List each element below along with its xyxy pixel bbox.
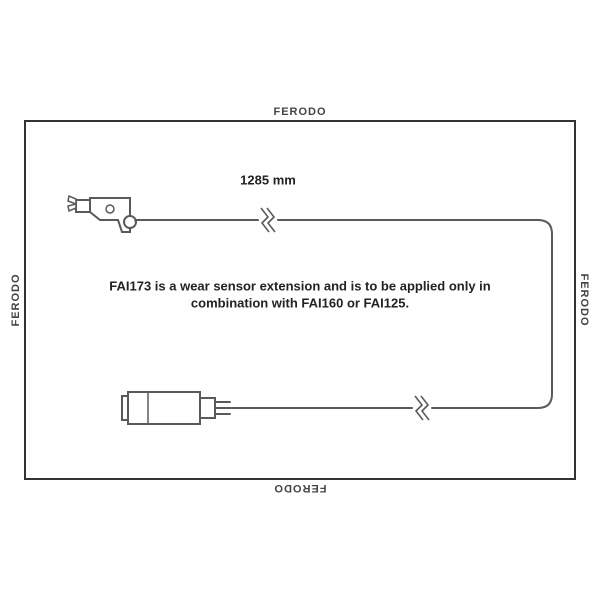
wear-sensor-drawing <box>0 0 600 600</box>
